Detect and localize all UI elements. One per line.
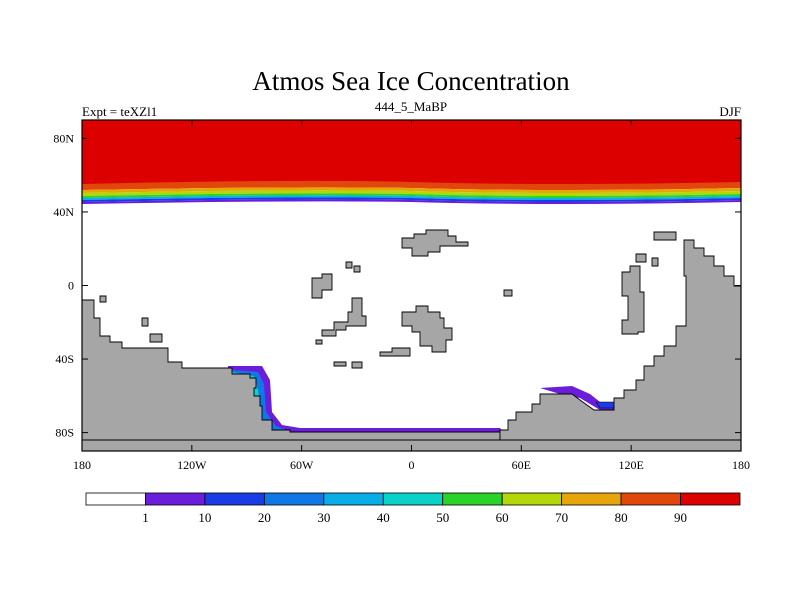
land-islet-2 [353,265,361,273]
land-islet-3 [503,289,513,297]
arctic-sea-ice [82,120,741,204]
land-south-atlantic-2 [379,347,411,357]
chart-title: Atmos Sea Ice Concentration [252,66,570,96]
ice-band-70 [82,187,741,193]
land-pacific-islet-3 [149,333,163,343]
colorbar-label-6: 60 [496,510,509,525]
land-islet-4 [333,361,347,367]
colorbar-swatch-3 [263,492,325,506]
x-tick-label-3: 0 [409,458,415,472]
colorbar-swatch-2 [204,492,265,506]
land-masses [82,229,741,451]
land-southern-africa-block [401,305,453,353]
colorbar-label-3: 30 [317,510,330,525]
colorbar-swatch-0 [85,492,146,506]
land-north-africa-block [401,229,469,257]
land-isle-west-africa [311,273,333,299]
x-tick-label-5: 120E [618,458,643,472]
colorbar-swatch-5 [382,492,444,506]
colorbar-swatch-4 [323,492,384,506]
colorbar-swatch-1 [145,492,206,506]
ice-band-40 [82,195,741,200]
period-label: 444_5_MaBP [375,99,447,114]
land-japan-islet [653,231,677,241]
ice-band-50 [82,193,741,198]
colorbar-swatch-8 [561,492,622,506]
ice-band-90 [82,120,741,184]
ice-band-1 [82,199,741,204]
colorbar-label-8: 80 [615,510,628,525]
ice-band-60 [82,190,741,196]
colorbar-swatch-7 [501,492,563,506]
colorbar-label-1: 10 [198,510,211,525]
land-islet-ne-2 [651,257,659,267]
colorbar-swatch-9 [620,492,681,506]
land-pacific-islet-2 [141,317,149,327]
map-panel [82,120,741,451]
x-tick-label-2: 60W [290,458,314,472]
colorbar-swatch-6 [442,492,503,506]
land-pacific-islet-1 [99,295,107,303]
colorbar-label-5: 50 [436,510,449,525]
land-south-america-antarctica [82,299,501,441]
colorbar-label-7: 70 [555,510,568,525]
experiment-label: Expt = teXZl1 [82,104,157,119]
land-islet-5 [351,361,363,369]
y-tick-label-0: 80N [53,131,74,145]
land-antarctica-east [499,239,741,441]
land-islet-ne-1 [635,253,647,263]
colorbar-label-4: 40 [377,510,390,525]
x-tick-label-1: 120W [177,458,207,472]
ice-band-20 [82,197,741,202]
y-tick-label-1: 40N [53,205,74,219]
land-islet-1 [345,261,353,269]
ice-band-80 [82,180,741,190]
land-islet-6 [315,339,323,345]
colorbar-label-2: 20 [258,510,271,525]
colorbar-label-0: 1 [142,510,149,525]
x-tick-label-4: 60E [512,458,531,472]
x-tick-label-0: 180 [73,458,91,472]
colorbar-swatch-10 [680,492,741,506]
y-tick-label-2: 0 [68,279,74,293]
land-south-atlantic-1 [321,297,367,337]
y-tick-label-3: 40S [55,352,74,366]
map-axes: 180 120W 60W 0 60E 120E 180 80N 40N 0 40S 80S [53,120,750,472]
land-asia-island [621,265,645,335]
season-label: DJF [719,104,741,119]
y-tick-label-4: 80S [55,426,74,440]
colorbar-label-9: 90 [674,510,687,525]
colorbar: 1 10 20 30 40 50 60 70 80 90 [85,492,741,525]
x-tick-label-6: 180 [732,458,750,472]
